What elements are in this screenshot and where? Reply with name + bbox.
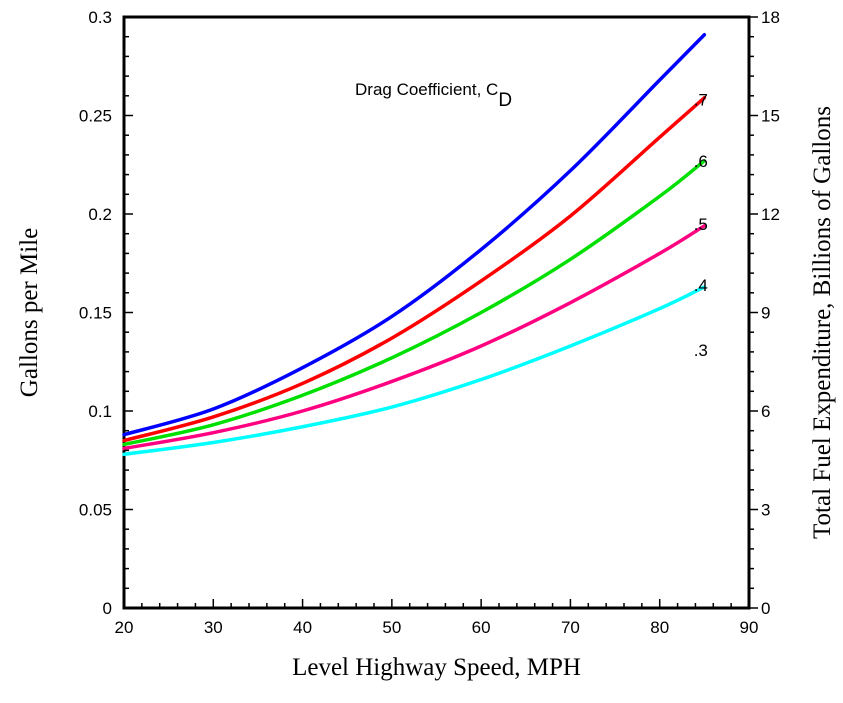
series-line-5 (122, 285, 707, 457)
x-tick-label: 20 (115, 618, 134, 637)
series-line-1 (122, 32, 707, 437)
y2-tick-label: 15 (761, 107, 780, 126)
legend-title: Drag Coefficient, CD (355, 80, 512, 111)
y2-tick-label: 6 (761, 402, 770, 421)
x-tick-label: 60 (472, 618, 491, 637)
series-label: .7 (694, 91, 708, 110)
x-tick-label: 70 (561, 618, 580, 637)
x-axis-title: Level Highway Speed, MPH (292, 654, 581, 681)
series-label: .6 (694, 152, 708, 171)
y2-axis-title: Total Fuel Expenditure, Billions of Gall… (809, 106, 836, 539)
series-label: .5 (694, 215, 708, 234)
series-layer: .7 .6 .5 .4 .3 (122, 32, 708, 457)
series-line-3 (122, 159, 707, 447)
y-tick-label: 0.1 (88, 402, 112, 421)
y-tick-label: 0.3 (88, 8, 112, 27)
y-tick-label: 0 (103, 599, 112, 618)
y-tick-label: 0.25 (79, 107, 112, 126)
y2-tick-label: 3 (761, 501, 770, 520)
ticks-layer: 20 30 40 50 60 70 80 9000.050.10.150.20.250.303… (79, 8, 780, 637)
series-label: .4 (694, 276, 708, 295)
y2-tick-label: 18 (761, 8, 780, 27)
y-tick-label: 0.2 (88, 205, 112, 224)
series-line-4 (122, 224, 707, 451)
x-tick-label: 50 (382, 618, 401, 637)
y2-tick-label: 12 (761, 205, 780, 224)
y2-tick-label: 0 (761, 599, 770, 618)
x-tick-label: 30 (204, 618, 223, 637)
y-axis-title: Gallons per Mile (16, 228, 43, 397)
legend-title-text: Drag Coefficient, C (355, 80, 498, 99)
x-tick-label: 80 (650, 618, 669, 637)
legend-title-subscript: D (498, 90, 512, 111)
y2-tick-label: 9 (761, 304, 770, 323)
series-label: .3 (694, 341, 708, 360)
y-tick-label: 0.05 (79, 501, 112, 520)
x-tick-label: 40 (293, 618, 312, 637)
series-line-2 (122, 96, 707, 443)
y-tick-label: 0.15 (79, 304, 112, 323)
x-tick-label: 90 (740, 618, 759, 637)
